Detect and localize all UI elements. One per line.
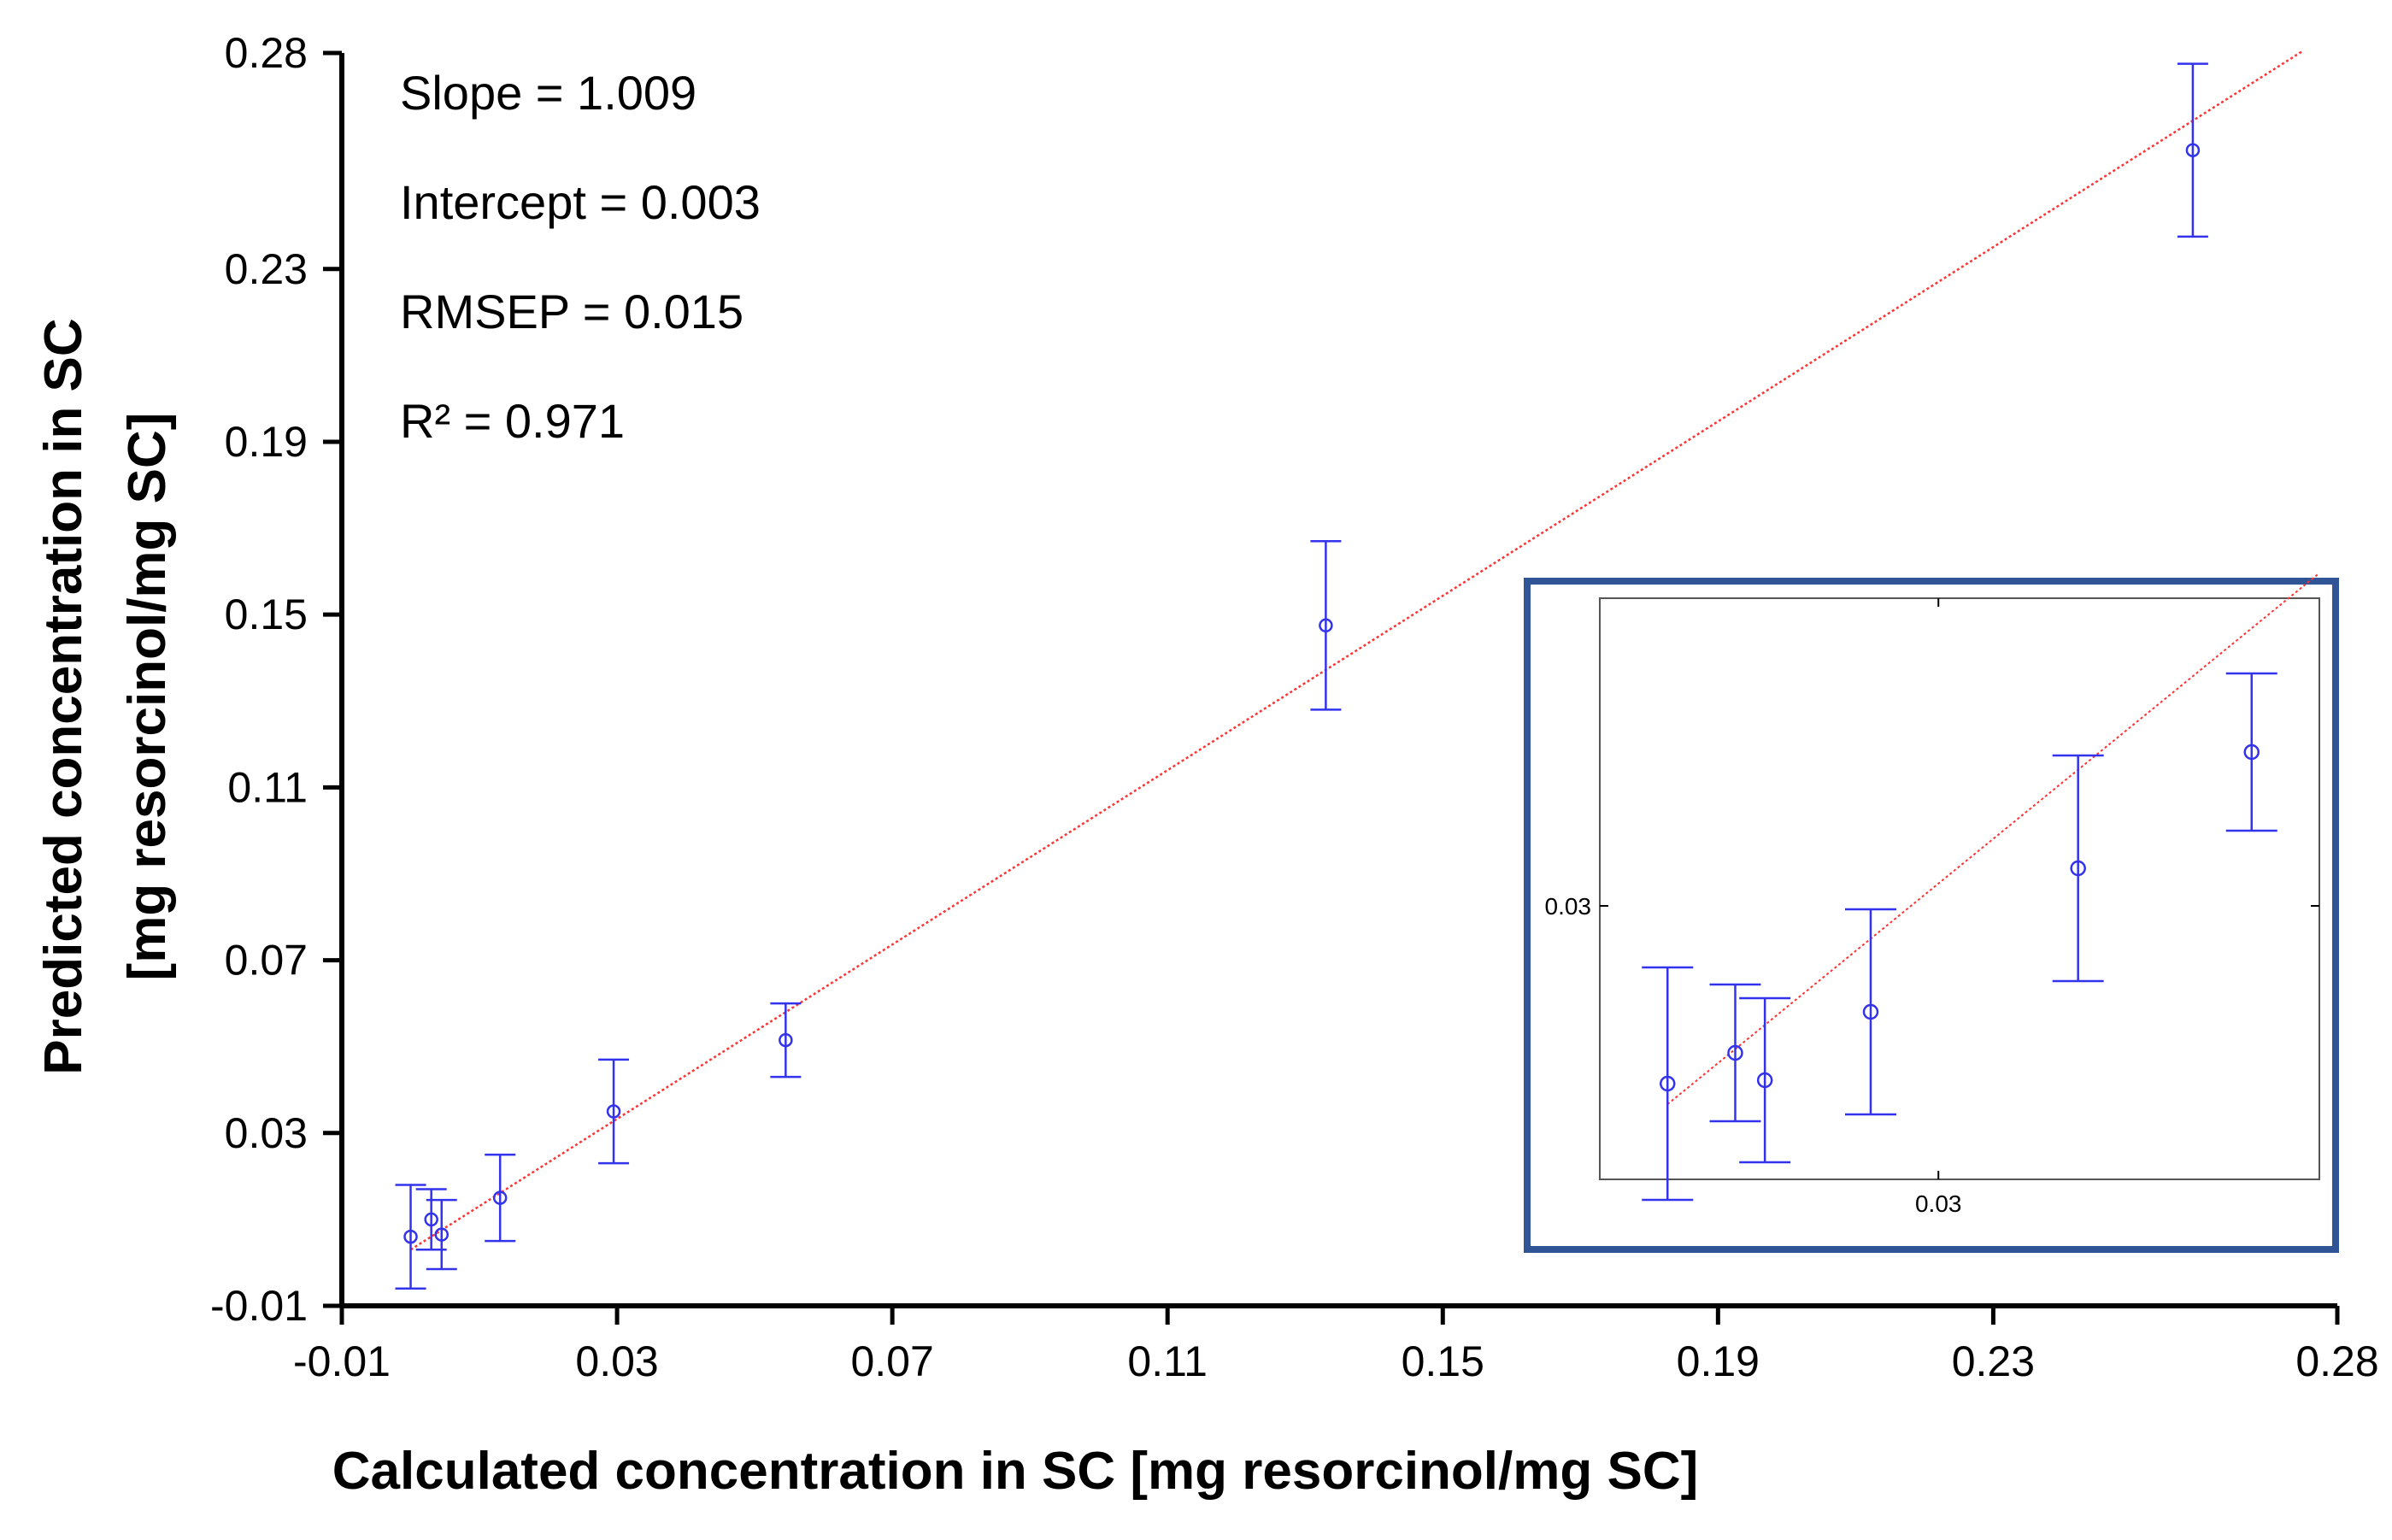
x-tick-label: -0.01 <box>293 1337 391 1385</box>
data-point <box>1310 539 1342 711</box>
x-tick-label: 0.28 <box>2295 1337 2378 1385</box>
x-tick-label: 0.03 <box>575 1337 658 1385</box>
data-point <box>598 1058 630 1165</box>
x-axis-title: Calculated concentration in SC [mg resor… <box>332 1442 1698 1501</box>
inset-x-tick-label: 0.03 <box>1915 1190 1962 1217</box>
data-point <box>770 1002 802 1079</box>
y-tick-label: 0.28 <box>225 29 308 77</box>
x-tick-label: 0.11 <box>1127 1337 1208 1385</box>
y-tick-label: 0.03 <box>225 1109 308 1157</box>
data-point <box>426 1198 457 1271</box>
stat-rmsep: RMSEP = 0.015 <box>400 285 743 338</box>
y-tick-label: 0.19 <box>225 418 308 466</box>
x-tick-label: 0.15 <box>1402 1337 1484 1385</box>
data-point <box>485 1153 516 1243</box>
y-tick-label: 0.15 <box>225 591 308 638</box>
y-axis-title-line1: Predicted concentration in SC <box>34 318 93 1074</box>
x-tick-label: 0.19 <box>1677 1337 1760 1385</box>
stat-r-squared: R² = 0.971 <box>400 394 625 448</box>
stats-annotations: Slope = 1.009 Intercept = 0.003 RMSEP = … <box>400 66 761 448</box>
inset-point-marker <box>2070 860 2086 877</box>
inset-point-marker <box>2243 744 2260 761</box>
y-tick-label: 0.07 <box>225 937 308 985</box>
regression-line <box>409 50 2304 1251</box>
inset-y-tick-label: 0.03 <box>1545 893 1592 920</box>
y-axis-title-line2: [mg resorcinol/mg SC] <box>118 413 177 981</box>
x-tick-label: 0.23 <box>1952 1337 2035 1385</box>
data-point <box>2177 62 2208 238</box>
inset-point-marker <box>1727 1044 1743 1061</box>
inset-data-point <box>1642 966 1694 1202</box>
inset-point-marker <box>1659 1075 1676 1092</box>
inset-zoom-plot: 0.03 0.03 <box>1524 572 2339 1253</box>
inset-point-marker <box>1862 1003 1879 1020</box>
inset-axes-frame <box>1599 597 2320 1180</box>
y-tick-label: 0.23 <box>225 245 308 293</box>
point-marker <box>2185 143 2201 157</box>
inset-data-point <box>1844 908 1896 1116</box>
point-marker <box>434 1227 449 1242</box>
inset-border <box>1524 578 2339 1253</box>
stat-intercept: Intercept = 0.003 <box>400 175 761 229</box>
point-marker <box>424 1212 438 1227</box>
stat-slope: Slope = 1.009 <box>400 66 696 120</box>
inset-data-point <box>2225 672 2277 832</box>
point-marker <box>1319 618 1333 633</box>
y-tick-label: 0.11 <box>227 763 308 811</box>
plot-area: -0.01 0.03 0.07 0.11 0.15 0.19 0.23 0.28 -0.01 0.… <box>210 29 2379 1385</box>
point-marker <box>606 1104 621 1119</box>
inset-point-marker <box>1756 1072 1773 1089</box>
point-marker <box>492 1190 508 1205</box>
y-tick-label: -0.01 <box>210 1282 308 1330</box>
inset-data-point <box>1709 983 1761 1123</box>
inset-data-point <box>1739 996 1791 1164</box>
inset-data-point <box>2052 754 2104 983</box>
y-axis-title: Predicted concentration in SC [mg resorc… <box>34 318 177 1074</box>
x-tick-label: 0.07 <box>850 1337 933 1385</box>
point-marker <box>779 1032 793 1048</box>
data-point <box>395 1184 426 1290</box>
inset-regression-line <box>1666 572 2320 1105</box>
point-marker <box>403 1229 418 1244</box>
